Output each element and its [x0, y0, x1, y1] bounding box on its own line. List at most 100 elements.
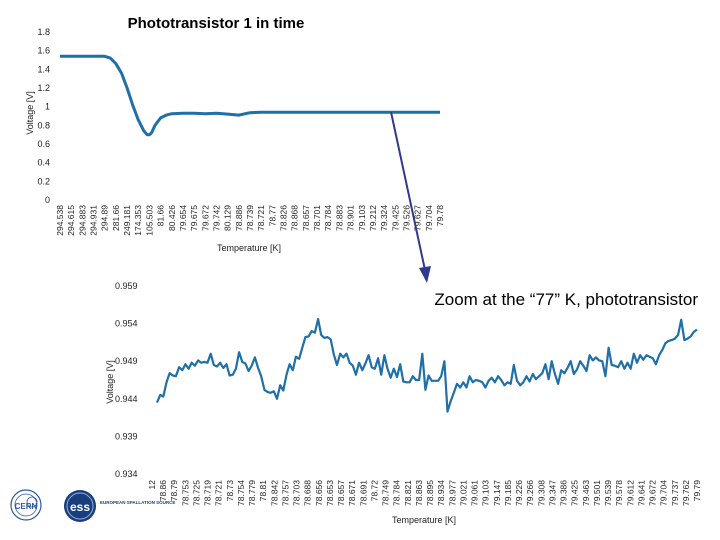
chart-bottom-x-tick: 79.061: [470, 480, 480, 506]
chart-bottom-x-tick: 78.72: [369, 480, 379, 502]
chart-top-x-tick: 79.675: [189, 205, 199, 231]
chart-bottom-y-tick: 0.939: [115, 431, 138, 441]
chart-bottom-x-tick: 78.653: [325, 480, 335, 506]
chart-bottom-x-tick: 78.719: [203, 480, 213, 506]
chart-bottom-x-tick: 79.463: [581, 480, 591, 506]
ess-logo-subtitle: EUROPEAN SPALLATION SOURCE: [100, 500, 175, 505]
chart-top-x-tick: 78.739: [245, 205, 255, 231]
chart-top-x-tick: 294.538: [55, 205, 65, 236]
chart-bottom-x-tick: 79.147: [492, 480, 502, 506]
chart-bottom-x-tick: 78.703: [292, 480, 302, 506]
chart-top-x-tick: 249.181: [122, 205, 132, 236]
chart-top-x-tick: 79.627: [413, 205, 423, 231]
chart-top-x-tick: 79.704: [424, 205, 434, 231]
chart-top-x-tick: 79.212: [368, 205, 378, 231]
chart-top-x-tick: 78.868: [290, 205, 300, 231]
chart-bottom-x-tick: 78.842: [269, 480, 279, 506]
chart-top-x-label: Temperature [K]: [217, 243, 281, 253]
chart-bottom-x-tick: 78.821: [403, 480, 413, 506]
chart-top-x-tick: 79.526: [401, 205, 411, 231]
chart-top-x-tick: 78.721: [256, 205, 266, 231]
chart-bottom-x-tick: 79.762: [681, 480, 691, 506]
chart-bottom-x-tick: 78.749: [381, 480, 391, 506]
chart-bottom-x-tick: 78.86: [158, 480, 168, 502]
chart-bottom-x-label: Temperature [K]: [392, 515, 456, 525]
chart-top-x-ticks: 294.538 294.615 294.883 294.931 294.89 281.66…: [55, 205, 445, 236]
chart-top-series: [60, 54, 440, 137]
zoom-arrow-line: [390, 111, 426, 271]
chart-top-y-tick: 1.2: [37, 83, 50, 93]
chart-bottom-x-tick: 78.73: [225, 480, 235, 502]
chart-top-y-tick: 0.8: [37, 120, 50, 130]
chart-bottom-x-tick: 78.934: [436, 480, 446, 506]
chart-bottom-x-tick: 79.578: [614, 480, 624, 506]
chart-top-x-tick: 174.353: [133, 205, 143, 236]
chart-top-x-tick: 80.426: [167, 205, 177, 231]
chart-top-series-line: [60, 54, 440, 137]
chart-bottom-x-tick: 79.672: [648, 480, 658, 506]
chart-bottom-y-ticks: 0.934 0.939 0.944 0.949 0.954 0.959: [115, 281, 138, 479]
chart-top-x-tick: 294.89: [100, 205, 110, 231]
chart-top-x-tick: 281.66: [111, 205, 121, 231]
chart-bottom-x-tick: 79.185: [503, 480, 513, 506]
chart-bottom-y-label: Voltage [V]: [105, 360, 115, 404]
chart-bottom-x-tick: 78.671: [347, 480, 357, 506]
chart-bottom-x-tick: 78.757: [280, 480, 290, 506]
chart-bottom-x-tick: 79.612: [625, 480, 635, 506]
cern-logo: CERN: [10, 489, 42, 521]
chart-top-x-tick: 78.826: [279, 205, 289, 231]
zoom-arrow-head: [419, 266, 431, 283]
chart-top-x-tick: 80.129: [223, 205, 233, 231]
chart-bottom-x-tick: 78.81: [258, 480, 268, 502]
chart-bottom-x-tick: 78.895: [425, 480, 435, 506]
chart-bottom-x-tick: 79.386: [559, 480, 569, 506]
chart-top-x-tick: 78.901: [346, 205, 356, 231]
chart-top-x-tick: 79.103: [357, 205, 367, 231]
chart-top-y-tick: 0.6: [37, 139, 50, 149]
chart-bottom-x-tick: 78.688: [303, 480, 313, 506]
chart-top-x-tick: 294.931: [89, 205, 99, 236]
chart-top-y-tick: 0.2: [37, 176, 50, 186]
chart-bottom-x-tick: 79.021: [458, 480, 468, 506]
chart-top-x-tick: 79.742: [211, 205, 221, 231]
ess-logo-text: ess: [70, 500, 90, 514]
chart-bottom-series-line: [155, 318, 698, 413]
chart-bottom-y-tick: 0.934: [115, 469, 138, 479]
chart-bottom-series: [155, 318, 698, 413]
chart-top-y-tick: 1.8: [37, 27, 50, 37]
chart-bottom-x-tick: 79.266: [525, 480, 535, 506]
chart-bottom-x-tick: 78.754: [236, 480, 246, 506]
chart-top-y-tick: 0.4: [37, 158, 50, 168]
chart-top-x-tick: 78.883: [334, 205, 344, 231]
chart-bottom-y-tick: 0.949: [115, 356, 138, 366]
chart-top-x-tick: 79.324: [379, 205, 389, 231]
chart-bottom-x-tick: 78.977: [447, 480, 457, 506]
chart-bottom-x-tick: 78.656: [314, 480, 324, 506]
chart-top-x-tick: 294.615: [66, 205, 76, 236]
chart-top-x-tick: 78.77: [267, 205, 277, 227]
chart-bottom-x-tick: 78.753: [180, 480, 190, 506]
chart-top-y-tick: 1.4: [37, 64, 50, 74]
chart-bottom-x-tick: 78.784: [392, 480, 402, 506]
chart-top-x-tick: 78.701: [312, 205, 322, 231]
chart-bottom-x-tick: 79.704: [659, 480, 669, 506]
chart-bottom-x-tick: 79.79: [692, 480, 702, 502]
chart-bottom-x-ticks: 12 78.86 78.79 78.753 78.725 78.719 78.721 78.7…: [147, 480, 702, 506]
chart-top-x-tick: 79.654: [178, 205, 188, 231]
chart-bottom-x-tick: 79.539: [603, 480, 613, 506]
chart-bottom-x-tick: 79.347: [547, 480, 557, 506]
chart-top-x-tick: 79.78: [435, 205, 445, 227]
chart-bottom-y-tick: 0.944: [115, 394, 138, 404]
cern-logo-text: CERN: [15, 502, 38, 511]
chart-bottom-x-tick: 79.501: [592, 480, 602, 506]
chart-bottom-x-tick: 78.721: [214, 480, 224, 506]
chart-top-x-tick: 78.657: [301, 205, 311, 231]
chart-bottom-x-tick: 79.308: [536, 480, 546, 506]
chart-top-x-tick: 294.883: [77, 205, 87, 236]
chart-top-title: Phototransistor 1 in time: [128, 15, 305, 32]
chart-bottom-x-tick: 78.779: [247, 480, 257, 506]
chart-bottom-x-tick: 79.226: [514, 480, 524, 506]
chart-top: Phototransistor 1 in time 0 0.2 0.4 0.6 0.8 1…: [25, 15, 445, 253]
